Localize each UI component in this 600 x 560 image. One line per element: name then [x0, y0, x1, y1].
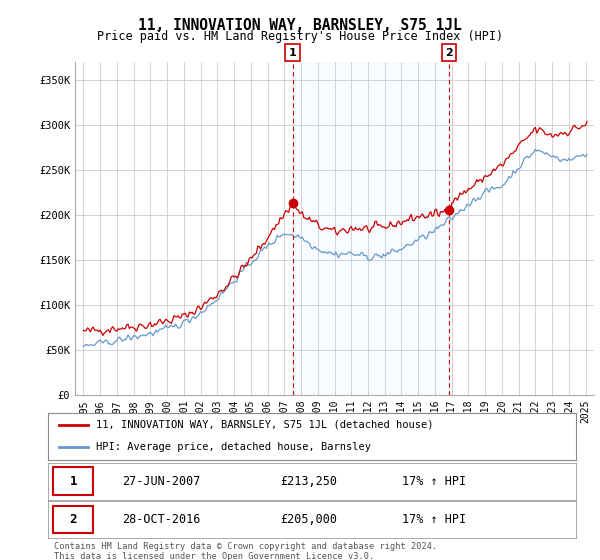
Text: 11, INNOVATION WAY, BARNSLEY, S75 1JL: 11, INNOVATION WAY, BARNSLEY, S75 1JL [138, 18, 462, 33]
Text: 1: 1 [289, 48, 296, 58]
Text: 2: 2 [445, 48, 453, 58]
Text: 27-JUN-2007: 27-JUN-2007 [122, 475, 200, 488]
Text: 11, INNOVATION WAY, BARNSLEY, S75 1JL (detached house): 11, INNOVATION WAY, BARNSLEY, S75 1JL (d… [95, 419, 433, 430]
FancyBboxPatch shape [53, 468, 93, 495]
Text: Contains HM Land Registry data © Crown copyright and database right 2024.
This d: Contains HM Land Registry data © Crown c… [54, 542, 437, 560]
Text: 17% ↑ HPI: 17% ↑ HPI [402, 513, 466, 526]
Text: £213,250: £213,250 [280, 475, 337, 488]
Text: 1: 1 [70, 475, 77, 488]
Text: Price paid vs. HM Land Registry's House Price Index (HPI): Price paid vs. HM Land Registry's House … [97, 30, 503, 43]
Text: £205,000: £205,000 [280, 513, 337, 526]
FancyBboxPatch shape [53, 506, 93, 533]
Text: HPI: Average price, detached house, Barnsley: HPI: Average price, detached house, Barn… [95, 442, 371, 452]
Bar [293, 62, 449, 395]
Text: 2: 2 [70, 513, 77, 526]
Text: 17% ↑ HPI: 17% ↑ HPI [402, 475, 466, 488]
Text: 28-OCT-2016: 28-OCT-2016 [122, 513, 200, 526]
